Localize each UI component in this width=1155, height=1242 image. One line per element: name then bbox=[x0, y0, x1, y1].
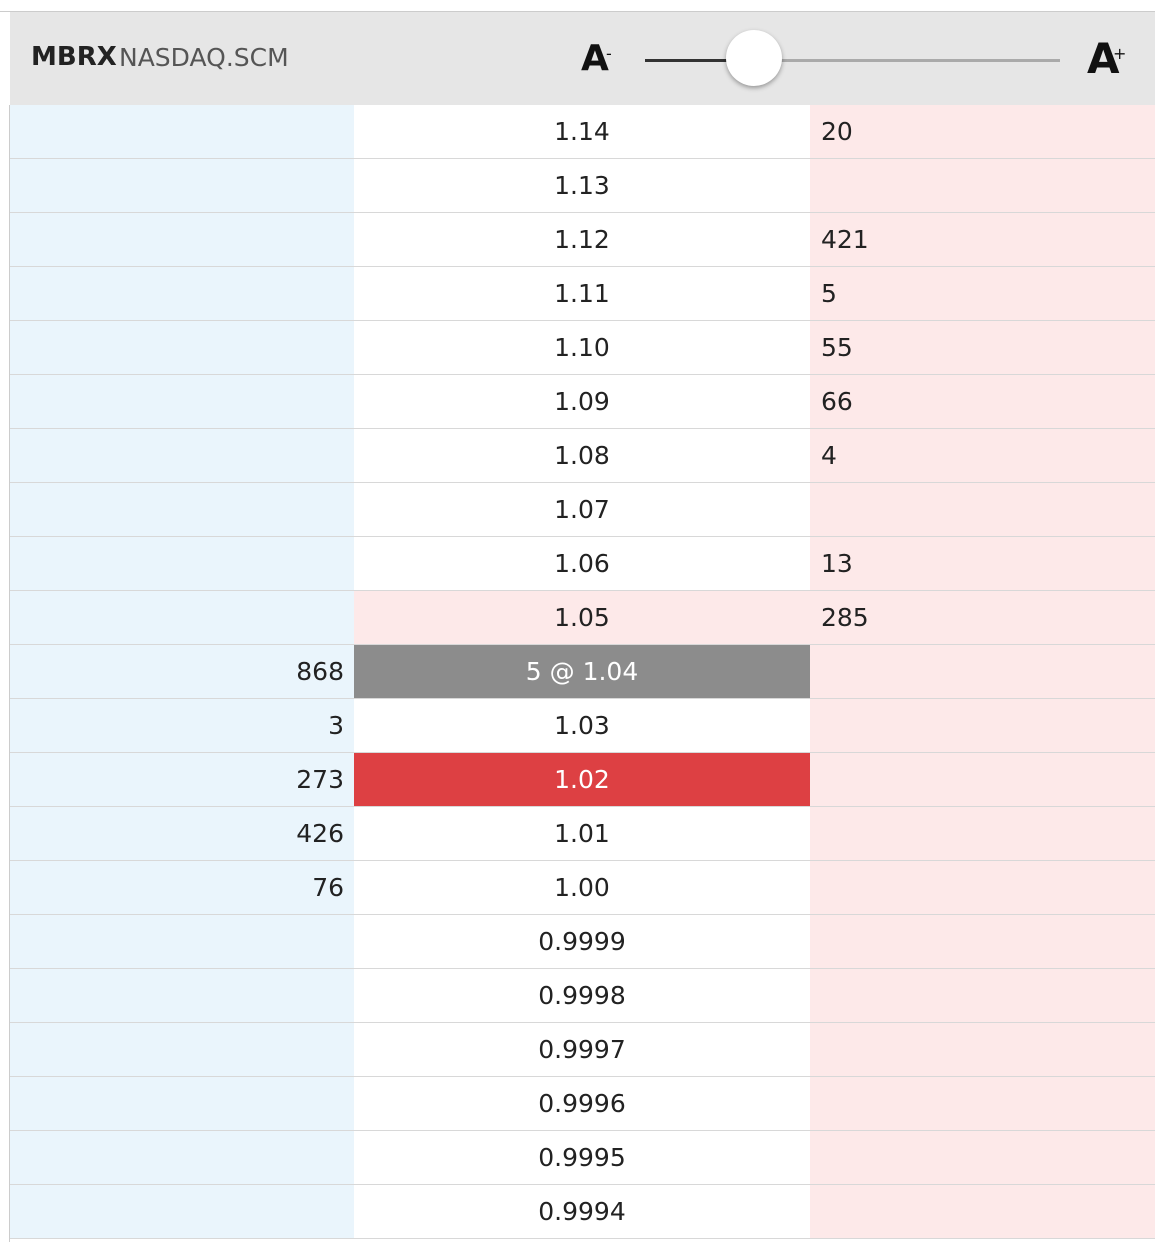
ladder-row: 273 1.02 bbox=[10, 753, 1155, 807]
price[interactable]: 1.08 bbox=[354, 429, 810, 483]
price[interactable]: 1.03 bbox=[354, 699, 810, 753]
ask-size[interactable] bbox=[810, 753, 1155, 807]
slider-track[interactable] bbox=[755, 59, 1060, 62]
ladder-row: 3 1.03 bbox=[10, 699, 1155, 753]
bid-size[interactable] bbox=[10, 483, 354, 537]
symbol: MBRX bbox=[31, 42, 117, 72]
bid-size[interactable] bbox=[10, 213, 354, 267]
ladder-row: 1.07 bbox=[10, 483, 1155, 537]
ask-size[interactable]: 20 bbox=[810, 105, 1155, 159]
ladder-row: 0.9997 bbox=[10, 1023, 1155, 1077]
price[interactable]: 1.10 bbox=[354, 321, 810, 375]
bid-size[interactable]: 76 bbox=[10, 861, 354, 915]
price[interactable]: 1.02 bbox=[354, 753, 810, 807]
ask-size[interactable]: 66 bbox=[810, 375, 1155, 429]
ladder-row: 1.05 285 bbox=[10, 591, 1155, 645]
bid-size[interactable] bbox=[10, 1077, 354, 1131]
bid-size[interactable]: 868 bbox=[10, 645, 354, 699]
price[interactable]: 5 @ 1.04 bbox=[354, 645, 810, 699]
ask-size[interactable] bbox=[810, 969, 1155, 1023]
price[interactable]: 0.9996 bbox=[354, 1077, 810, 1131]
bid-size[interactable] bbox=[10, 915, 354, 969]
bid-size[interactable]: 273 bbox=[10, 753, 354, 807]
price[interactable]: 1.01 bbox=[354, 807, 810, 861]
bid-size[interactable]: 426 bbox=[10, 807, 354, 861]
price[interactable]: 1.12 bbox=[354, 213, 810, 267]
bid-size[interactable] bbox=[10, 105, 354, 159]
side-strip bbox=[0, 105, 10, 1242]
decrease-font-button[interactable]: A bbox=[581, 38, 609, 79]
ladder-row: 1.08 4 bbox=[10, 429, 1155, 483]
ladder-row: 76 1.00 bbox=[10, 861, 1155, 915]
price[interactable]: 0.9998 bbox=[354, 969, 810, 1023]
ladder-row: 0.9999 bbox=[10, 915, 1155, 969]
ladder-row: 1.14 20 bbox=[10, 105, 1155, 159]
price[interactable]: 1.09 bbox=[354, 375, 810, 429]
ask-size[interactable]: 5 bbox=[810, 267, 1155, 321]
ladder-row: 0.9996 bbox=[10, 1077, 1155, 1131]
bid-size[interactable]: 3 bbox=[10, 699, 354, 753]
bid-size[interactable] bbox=[10, 321, 354, 375]
ask-size[interactable] bbox=[810, 1023, 1155, 1077]
bid-size[interactable] bbox=[10, 1023, 354, 1077]
ask-size[interactable]: 421 bbox=[810, 213, 1155, 267]
ask-size[interactable] bbox=[810, 915, 1155, 969]
slider-knob[interactable] bbox=[726, 30, 782, 86]
exchange: NASDAQ.SCM bbox=[119, 43, 289, 72]
ladder-row: 0.9995 bbox=[10, 1131, 1155, 1185]
bid-size[interactable] bbox=[10, 591, 354, 645]
ladder-row: 1.13 bbox=[10, 159, 1155, 213]
ask-size[interactable] bbox=[810, 645, 1155, 699]
ladder-row: 868 5 @ 1.04 bbox=[10, 645, 1155, 699]
increase-font-button[interactable]: A bbox=[1087, 34, 1120, 83]
ladder-row: 426 1.01 bbox=[10, 807, 1155, 861]
price[interactable]: 1.13 bbox=[354, 159, 810, 213]
price[interactable]: 1.07 bbox=[354, 483, 810, 537]
ask-size[interactable] bbox=[810, 1131, 1155, 1185]
ask-size[interactable]: 285 bbox=[810, 591, 1155, 645]
bid-size[interactable] bbox=[10, 969, 354, 1023]
bid-size[interactable] bbox=[10, 537, 354, 591]
price[interactable]: 1.06 bbox=[354, 537, 810, 591]
ask-size[interactable]: 55 bbox=[810, 321, 1155, 375]
price[interactable]: 1.05 bbox=[354, 591, 810, 645]
ladder-row: 1.06 13 bbox=[10, 537, 1155, 591]
price[interactable]: 1.00 bbox=[354, 861, 810, 915]
ladder-row: 1.11 5 bbox=[10, 267, 1155, 321]
top-strip bbox=[0, 0, 1155, 12]
header: MBRX NASDAQ.SCM A - A + bbox=[10, 12, 1155, 105]
ask-size[interactable]: 4 bbox=[810, 429, 1155, 483]
bid-size[interactable] bbox=[10, 1131, 354, 1185]
bid-size[interactable] bbox=[10, 267, 354, 321]
price[interactable]: 0.9999 bbox=[354, 915, 810, 969]
increase-sign: + bbox=[1113, 44, 1127, 63]
ask-size[interactable] bbox=[810, 483, 1155, 537]
bid-size[interactable] bbox=[10, 159, 354, 213]
bid-size[interactable] bbox=[10, 375, 354, 429]
bid-size[interactable] bbox=[10, 1185, 354, 1239]
slider-track-filled bbox=[645, 59, 755, 62]
ask-size[interactable] bbox=[810, 1185, 1155, 1239]
ask-size[interactable]: 13 bbox=[810, 537, 1155, 591]
price[interactable]: 0.9995 bbox=[354, 1131, 810, 1185]
price[interactable]: 1.14 bbox=[354, 105, 810, 159]
price[interactable]: 0.9997 bbox=[354, 1023, 810, 1077]
ask-size[interactable] bbox=[810, 1077, 1155, 1131]
ladder-row: 1.12 421 bbox=[10, 213, 1155, 267]
price[interactable]: 0.9994 bbox=[354, 1185, 810, 1239]
ask-size[interactable] bbox=[810, 159, 1155, 213]
ladder-row: 1.09 66 bbox=[10, 375, 1155, 429]
ladder-row: 0.9998 bbox=[10, 969, 1155, 1023]
ladder-row: 1.10 55 bbox=[10, 321, 1155, 375]
decrease-sign: - bbox=[606, 44, 612, 63]
price[interactable]: 1.11 bbox=[354, 267, 810, 321]
bid-size[interactable] bbox=[10, 429, 354, 483]
ladder-row: 0.9994 bbox=[10, 1185, 1155, 1239]
ask-size[interactable] bbox=[810, 807, 1155, 861]
ask-size[interactable] bbox=[810, 699, 1155, 753]
ask-size[interactable] bbox=[810, 861, 1155, 915]
